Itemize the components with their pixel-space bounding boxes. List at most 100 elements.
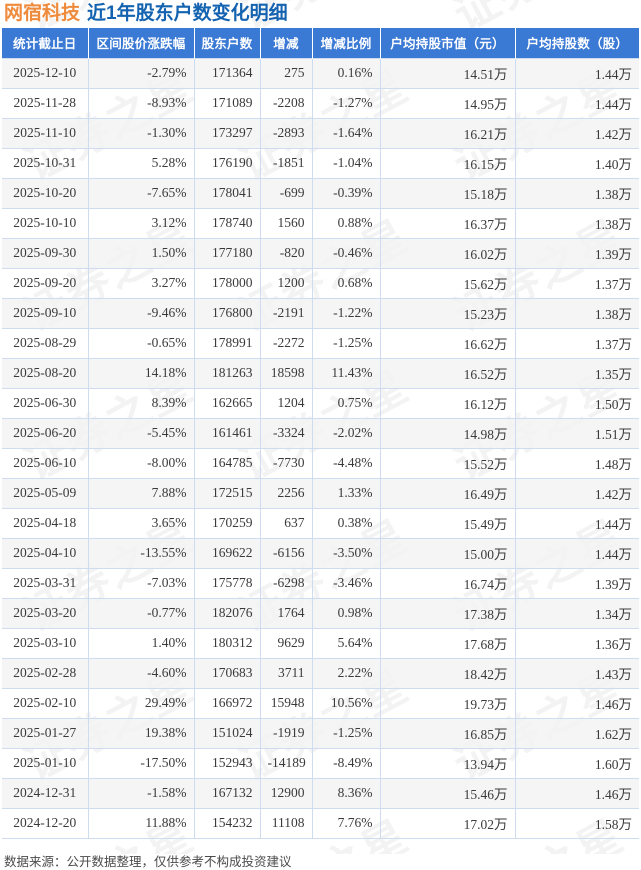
table-row: 2025-11-10 -1.30% 173297 -2893 -1.64% 16.21万 1… <box>2 118 639 149</box>
cell-price-change: -0.77% <box>88 598 195 629</box>
cell-avg-shares: 1.44万 <box>515 88 639 119</box>
cell-delta-pct: 0.68% <box>312 268 381 299</box>
cell-date: 2025-02-28 <box>2 658 89 689</box>
report-title: 近1年股东户数变化明细 <box>87 2 288 24</box>
cell-holders: 170683 <box>194 658 261 689</box>
table-row: 2025-04-18 3.65% 170259 637 0.38% 15.49万 1.44万 <box>2 508 639 539</box>
cell-avg-value: 15.23万 <box>380 298 516 329</box>
cell-delta-pct: -2.02% <box>312 418 381 449</box>
page-title: 网宿科技 近1年股东户数变化明细 <box>0 0 641 28</box>
cell-avg-value: 16.12万 <box>380 388 516 419</box>
cell-date: 2025-03-20 <box>2 598 89 629</box>
cell-avg-value: 16.37万 <box>380 208 516 239</box>
cell-price-change: 5.28% <box>88 148 195 179</box>
cell-avg-shares: 1.39万 <box>515 238 639 269</box>
data-source-note: 数据来源：公开数据整理，仅供参考不构成投资建议 <box>4 854 292 869</box>
cell-delta: 1764 <box>260 598 313 629</box>
table-row: 2025-02-10 29.49% 166972 15948 10.56% 19.73万 1… <box>2 688 639 719</box>
cell-avg-value: 15.52万 <box>380 448 516 479</box>
cell-delta-pct: 8.36% <box>312 778 381 809</box>
cell-delta: 11108 <box>260 808 313 839</box>
cell-holders: 170259 <box>194 508 261 539</box>
cell-delta: -1851 <box>260 148 313 179</box>
cell-holders: 176190 <box>194 148 261 179</box>
cell-delta-pct: -1.27% <box>312 88 381 119</box>
cell-delta: 18598 <box>260 358 313 389</box>
cell-price-change: -7.65% <box>88 178 195 209</box>
table-row: 2025-03-20 -0.77% 182076 1764 0.98% 17.38万 1.3… <box>2 598 639 629</box>
cell-avg-value: 15.46万 <box>380 778 516 809</box>
cell-avg-shares: 1.44万 <box>515 508 639 539</box>
cell-avg-value: 17.68万 <box>380 628 516 659</box>
table-row: 2025-03-31 -7.03% 175778 -6298 -3.46% 16.74万 1… <box>2 568 639 599</box>
cell-avg-value: 16.52万 <box>380 358 516 389</box>
cell-avg-shares: 1.40万 <box>515 148 639 179</box>
cell-avg-shares: 1.38万 <box>515 208 639 239</box>
table-row: 2025-09-20 3.27% 178000 1200 0.68% 15.62万 1.37… <box>2 268 639 299</box>
column-header-date: 统计截止日 <box>2 28 89 58</box>
cell-avg-shares: 1.46万 <box>515 778 639 809</box>
cell-delta: -2191 <box>260 298 313 329</box>
cell-price-change: -5.45% <box>88 418 195 449</box>
cell-holders: 164785 <box>194 448 261 479</box>
cell-delta-pct: 0.75% <box>312 388 381 419</box>
cell-date: 2024-12-20 <box>2 808 89 839</box>
cell-date: 2025-06-30 <box>2 388 89 419</box>
cell-price-change: -13.55% <box>88 538 195 569</box>
cell-delta-pct: -0.46% <box>312 238 381 269</box>
cell-price-change: 3.27% <box>88 268 195 299</box>
table-row: 2025-01-10 -17.50% 152943 -14189 -8.49% 13.94… <box>2 748 639 779</box>
table-row: 2025-09-30 1.50% 177180 -820 -0.46% 16.02万 1.3… <box>2 238 639 269</box>
table-row: 2024-12-20 11.88% 154232 11108 7.76% 17.02万 1.… <box>2 808 639 839</box>
cell-avg-value: 15.49万 <box>380 508 516 539</box>
cell-date: 2025-01-27 <box>2 718 89 749</box>
cell-delta-pct: 10.56% <box>312 688 381 719</box>
cell-avg-shares: 1.37万 <box>515 268 639 299</box>
cell-delta: -2893 <box>260 118 313 149</box>
cell-avg-value: 17.38万 <box>380 598 516 629</box>
cell-price-change: -9.46% <box>88 298 195 329</box>
cell-avg-shares: 1.38万 <box>515 178 639 209</box>
cell-holders: 178041 <box>194 178 261 209</box>
cell-holders: 175778 <box>194 568 261 599</box>
cell-date: 2025-08-20 <box>2 358 89 389</box>
cell-avg-shares: 1.46万 <box>515 688 639 719</box>
cell-delta: -6156 <box>260 538 313 569</box>
cell-avg-value: 14.51万 <box>380 57 516 89</box>
cell-delta: 275 <box>260 57 313 89</box>
cell-avg-value: 15.18万 <box>380 178 516 209</box>
cell-price-change: 19.38% <box>88 718 195 749</box>
cell-date: 2025-03-10 <box>2 628 89 659</box>
cell-delta: -820 <box>260 238 313 269</box>
cell-delta-pct: 0.98% <box>312 598 381 629</box>
cell-delta: 637 <box>260 508 313 539</box>
cell-avg-shares: 1.48万 <box>515 448 639 479</box>
cell-price-change: 1.40% <box>88 628 195 659</box>
cell-price-change: -1.58% <box>88 778 195 809</box>
cell-delta: 15948 <box>260 688 313 719</box>
cell-delta-pct: -8.49% <box>312 748 381 779</box>
cell-avg-value: 16.02万 <box>380 238 516 269</box>
cell-price-change: -4.60% <box>88 658 195 689</box>
table-row: 2025-10-20 -7.65% 178041 -699 -0.39% 15.18万 1.… <box>2 178 639 209</box>
cell-delta-pct: 0.88% <box>312 208 381 239</box>
cell-avg-value: 16.62万 <box>380 328 516 359</box>
cell-avg-value: 18.42万 <box>380 658 516 689</box>
cell-date: 2025-02-10 <box>2 688 89 719</box>
cell-delta-pct: -1.22% <box>312 298 381 329</box>
table-row: 2025-06-20 -5.45% 161461 -3324 -2.02% 14.98万 1… <box>2 418 639 449</box>
cell-holders: 152943 <box>194 748 261 779</box>
cell-date: 2025-10-31 <box>2 148 89 179</box>
table-row: 2025-08-20 14.18% 181263 18598 11.43% 16.52万 1… <box>2 358 639 389</box>
cell-avg-value: 16.15万 <box>380 148 516 179</box>
cell-price-change: -2.79% <box>88 57 195 89</box>
cell-delta-pct: -4.48% <box>312 448 381 479</box>
cell-delta: 1560 <box>260 208 313 239</box>
cell-avg-shares: 1.44万 <box>515 538 639 569</box>
table-row: 2025-06-30 8.39% 162665 1204 0.75% 16.12万 1.50… <box>2 388 639 419</box>
cell-date: 2025-09-20 <box>2 268 89 299</box>
table-body: 2025-12-10 -2.79% 171364 275 0.16% 14.51万 1.44… <box>2 57 639 839</box>
cell-price-change: 29.49% <box>88 688 195 719</box>
cell-delta: -699 <box>260 178 313 209</box>
cell-date: 2025-01-10 <box>2 748 89 779</box>
